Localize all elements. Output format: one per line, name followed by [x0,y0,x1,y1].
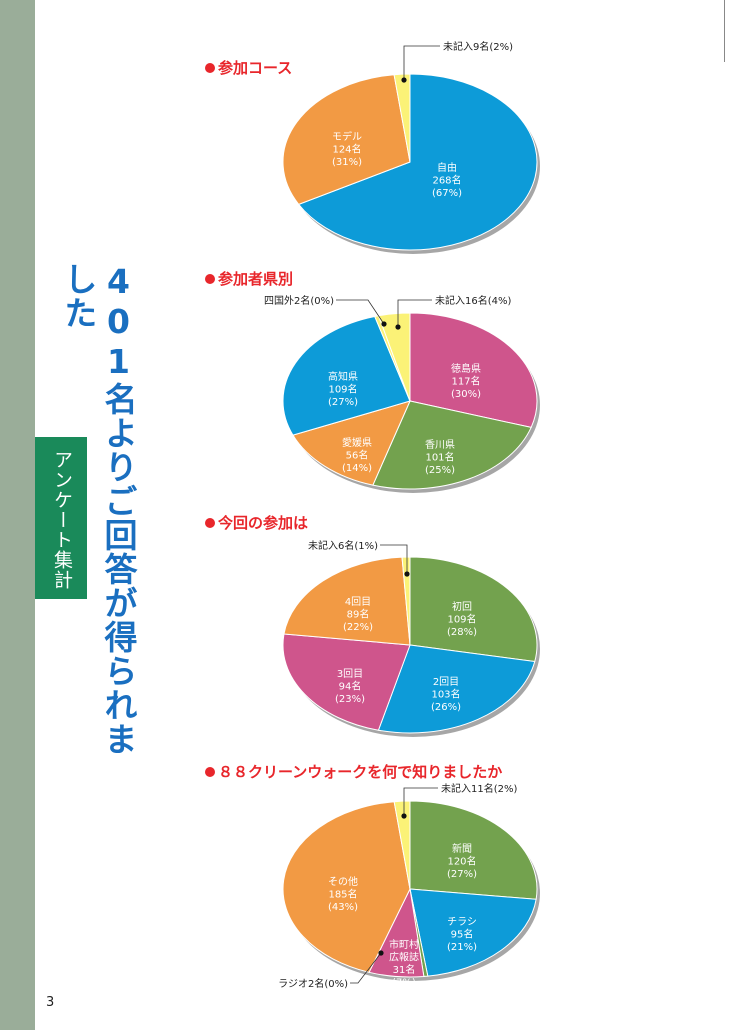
slice-label-1-2: 愛媛県 56名(14%) [342,436,372,474]
slice-label-2-0: 初回 109名(28%) [447,600,477,638]
page-number: 3 [46,995,55,1010]
callout-line-0-2 [403,45,440,80]
callout-dot-3-5 [401,813,407,819]
margin-rule [724,0,725,62]
slice-label-3-0: 新聞 120名(27%) [447,842,477,880]
callout-line-2-4 [380,544,408,574]
slice-label-1-1: 香川県 101名(25%) [425,439,455,476]
pie-slice-3-5 [393,800,411,890]
section-tab-label: アンケート集計 [50,450,73,590]
slice-label-2-1: 2回目 103名(26%) [431,676,461,713]
callout-label-3-2: ラジオ2名(0%) [278,977,348,990]
slice-label-3-3: 市町村広報誌 31名(7%) [389,938,419,989]
callout-dot-2-4 [404,571,410,577]
callout-label-3-5: 未記入11名(2%) [441,782,517,795]
slice-label-0-0: 自由 268名(67%) [432,161,462,199]
bullet-icon [205,518,215,528]
pie-slice-3-1 [409,888,537,977]
pie-slice-1-1 [372,400,532,490]
chart-title-source: ８８クリーンウォークを何で知りましたか [205,761,502,782]
slice-label-3-1: チラシ 95名(21%) [447,916,477,953]
pie-slice-2-1 [377,644,536,734]
slice-label-0-1: モデル 124名(31%) [332,130,362,168]
callout-label-1-4: 四国外2名(0%) [264,294,334,307]
callout-line-3-2 [350,952,382,984]
callout-dot-1-4 [381,321,387,327]
pie-slice-1-3 [282,315,411,436]
slice-label-2-2: 3回目 94名(23%) [335,668,365,705]
left-margin-band [0,0,35,1030]
pie-slice-2-4 [401,556,411,646]
slice-label-3-4: その他 185名(43%) [328,875,358,913]
pie-slice-0-2 [393,73,411,163]
pie-slice-3-0 [409,800,538,900]
pie-chart-2: 初回 109名(28%) 2回目 103名(26%) 3回目 94名(23%) 4回目 89名… [282,539,540,737]
bullet-icon [205,767,215,777]
pie-slice-2-0 [409,556,538,663]
bullet-icon [205,274,215,284]
pie-slice-3-4 [282,801,411,973]
callout-label-1-5: 未記入16名(4%) [435,294,511,307]
headline: 401名よりご回答が得られました [59,262,138,756]
pie-slice-2-3 [283,556,411,646]
pie-slice-0-0 [297,73,538,251]
callout-label-2-4: 未記入6名(1%) [308,539,378,552]
callout-dot-3-2 [378,950,384,956]
chart-title-course: 参加コース [205,57,292,78]
slice-label-1-3: 高知県 109名(27%) [328,370,358,408]
pie-chart-3: 新聞 120名(27%) チラシ 95名(21%) 市町村広報誌 31名(7%) その他 18… [278,782,540,990]
callout-line-3-5 [403,787,438,816]
bullet-icon [205,63,215,73]
slice-label-1-0: 徳島県 117名(30%) [451,362,481,400]
callout-line-1-5 [397,299,432,327]
callout-line-1-4 [336,299,385,325]
section-tab [35,437,87,599]
pie-chart-0: 自由 268名(67%) モデル 124名(31%) 未記入9名(2%) [282,40,540,254]
callout-label-0-2: 未記入9名(2%) [443,40,513,53]
slice-label-2-3: 4回目 89名(22%) [343,596,373,633]
pie-slice-1-2 [292,400,411,486]
pie-chart-1: 徳島県 117名(30%) 香川県 101名(25%) 愛媛県 56名(14%) 高知県 10… [264,294,540,493]
callout-dot-0-2 [401,77,407,83]
pie-slice-2-2 [282,633,411,731]
pie-slice-0-1 [282,74,411,205]
pie-slice-1-0 [409,312,538,428]
chart-title-participation: 今回の参加は [205,512,308,533]
callout-dot-1-5 [395,324,401,330]
chart-title-prefecture: 参加者県別 [205,268,293,289]
